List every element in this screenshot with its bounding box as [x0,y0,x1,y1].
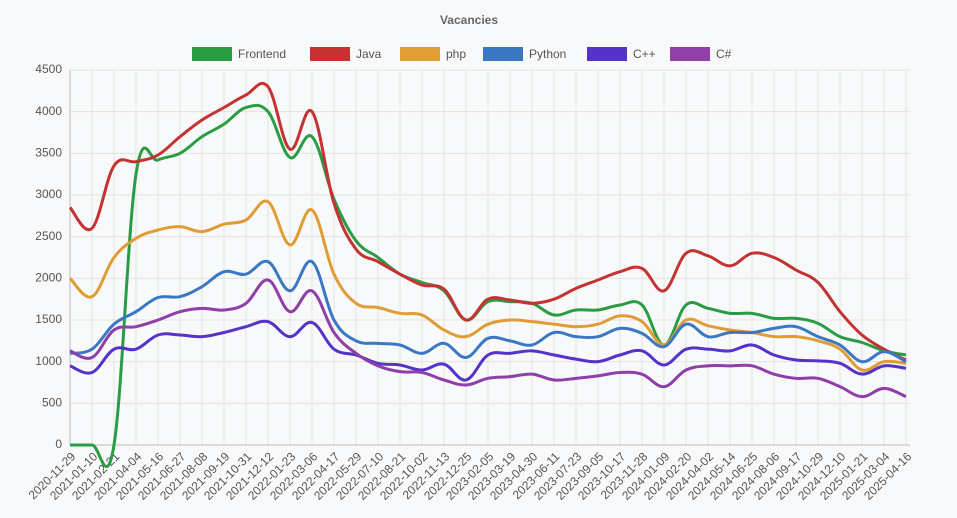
series-line [69,259,907,364]
series-line [68,199,907,372]
legend-swatch [587,47,627,61]
chart-title: Vacancies [440,13,498,27]
legend-swatch [670,47,710,61]
y-tick-label: 500 [42,396,62,410]
y-tick-label: 1500 [35,312,62,326]
legend-swatch [192,47,232,61]
y-tick-label: 4000 [35,104,62,118]
y-tick-label: 1000 [35,354,62,368]
legend-swatch [400,47,440,61]
y-tick-label: 2500 [35,229,62,243]
series-line [68,81,907,362]
y-tick-label: 3000 [35,187,62,201]
y-tick-label: 2000 [35,271,62,285]
legend-label: C++ [633,47,656,61]
y-tick-label: 4500 [35,62,62,76]
legend-label: php [446,47,466,61]
legend-label: C# [716,47,732,61]
legend-label: Python [529,47,566,61]
legend-label: Java [356,47,382,61]
legend-swatch [483,47,523,61]
legend-label: Frontend [238,47,286,61]
y-tick-label: 0 [55,437,62,451]
series-line [69,278,907,399]
series-line [69,319,907,382]
y-tick-label: 3500 [35,146,62,160]
legend-swatch [310,47,350,61]
